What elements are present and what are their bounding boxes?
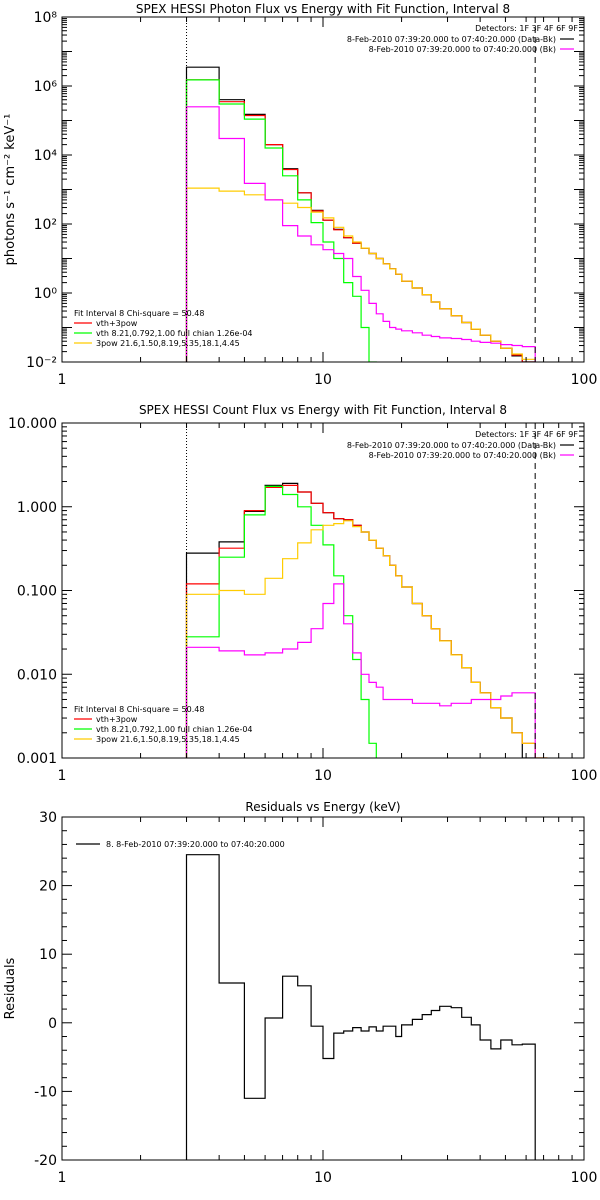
x-tick-label: 10 bbox=[314, 1170, 332, 1186]
x-tick-label: 100 bbox=[571, 768, 598, 784]
series-line-5 bbox=[185, 106, 536, 362]
fit-interval-label: Fit Interval 8 Chi-square = 50.48 bbox=[74, 705, 204, 714]
y-tick-label: -20 bbox=[34, 1153, 57, 1169]
legend-top-label: 8-Feb-2010 07:39:20.000 to 07:40:20.000 … bbox=[347, 441, 556, 450]
y-tick-label: 10⁰ bbox=[34, 286, 58, 302]
chart-title: SPEX HESSI Photon Flux vs Energy with Fi… bbox=[136, 2, 510, 16]
chart-2: SPEX HESSI Count Flux vs Energy with Fit… bbox=[8, 403, 597, 784]
legend-inline-label: 8. 8-Feb-2010 07:39:20.000 to 07:40:20.0… bbox=[106, 840, 285, 849]
legend-bottom-label: vth+3pow bbox=[96, 319, 138, 328]
x-tick-label: 1 bbox=[58, 1170, 67, 1186]
legend-top-label: 8-Feb-2010 07:39:20.000 to 07:40:20.000 … bbox=[369, 45, 556, 54]
chart-1: SPEX HESSI Photon Flux vs Energy with Fi… bbox=[3, 2, 597, 388]
series-line-3 bbox=[185, 485, 377, 758]
x-tick-label: 100 bbox=[571, 1170, 598, 1186]
x-tick-label: 100 bbox=[571, 372, 598, 388]
y-axis-label: photons s⁻¹ cm⁻² keV⁻¹ bbox=[3, 114, 18, 266]
y-tick-label: 10 bbox=[39, 947, 57, 963]
x-tick-label: 10 bbox=[314, 768, 332, 784]
y-tick-label: 10⁴ bbox=[34, 148, 58, 164]
y-tick-label: 10.000 bbox=[8, 416, 57, 432]
legend-bottom-label: vth 8.21,0.792,1.00 full chian 1.26e-04 bbox=[96, 725, 253, 734]
y-tick-label: 0 bbox=[48, 1016, 57, 1032]
plot-frame bbox=[61, 816, 585, 1161]
series-line-4 bbox=[185, 520, 548, 758]
y-tick-label: 10⁸ bbox=[34, 10, 58, 26]
legend-bottom-label: vth+3pow bbox=[96, 715, 138, 724]
y-tick-label: 10² bbox=[34, 217, 57, 233]
y-tick-label: 0.001 bbox=[17, 751, 57, 767]
y-tick-label: 1.000 bbox=[17, 500, 57, 516]
y-tick-label: 0.010 bbox=[17, 667, 57, 683]
chart-title: SPEX HESSI Count Flux vs Energy with Fit… bbox=[139, 403, 507, 417]
series-line-3 bbox=[185, 79, 377, 362]
data-layer bbox=[185, 854, 536, 1160]
series-line-1 bbox=[185, 854, 536, 1160]
y-axis-label: Residuals bbox=[3, 957, 18, 1019]
series-line-4 bbox=[185, 187, 536, 362]
legend-bottom-label: vth 8.21,0.792,1.00 full chian 1.26e-04 bbox=[96, 329, 253, 338]
data-layer bbox=[185, 482, 548, 758]
legend-top-label: 8-Feb-2010 07:39:20.000 to 07:40:20.000 … bbox=[369, 451, 556, 460]
y-tick-label: -10 bbox=[34, 1084, 57, 1100]
y-tick-label: 20 bbox=[39, 879, 57, 895]
x-tick-label: 10 bbox=[314, 372, 332, 388]
legend-bottom-label: 3pow 21.6,1.50,8.19,5.35,18.1,4.45 bbox=[96, 339, 240, 348]
chart-title: Residuals vs Energy (keV) bbox=[245, 800, 400, 814]
y-tick-label: 10⁻² bbox=[26, 355, 57, 371]
detectors-label: Detectors: 1F 3F 4F 6F 9F bbox=[475, 24, 578, 33]
legend-bottom-label: 3pow 21.6,1.50,8.19,5.35,18.1,4.45 bbox=[96, 735, 240, 744]
legend-top-label: 8-Feb-2010 07:39:20.000 to 07:40:20.000 … bbox=[347, 35, 556, 44]
y-tick-label: 10⁶ bbox=[34, 79, 58, 95]
data-layer bbox=[185, 66, 536, 362]
x-tick-label: 1 bbox=[58, 372, 67, 388]
fit-interval-label: Fit Interval 8 Chi-square = 50.48 bbox=[74, 309, 204, 318]
series-line-5 bbox=[185, 583, 536, 758]
series-line-2 bbox=[185, 484, 548, 758]
y-tick-label: 30 bbox=[39, 810, 57, 826]
y-tick-label: 0.100 bbox=[17, 584, 57, 600]
detectors-label: Detectors: 1F 3F 4F 6F 9F bbox=[475, 430, 578, 439]
x-tick-label: 1 bbox=[58, 768, 67, 784]
chart-3: Residuals vs Energy (keV) 1 10 100 -20 -10 0 10… bbox=[3, 800, 597, 1186]
